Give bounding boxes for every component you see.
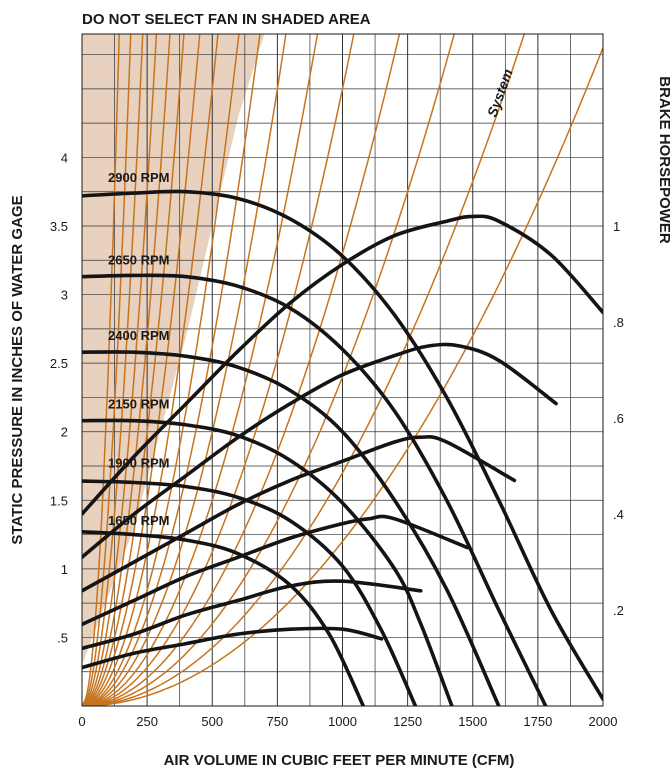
series-line [82,350,501,706]
y-tick-label: 4 [61,150,68,165]
y-tick-label: 1.5 [50,493,68,508]
rpm-labels: 2900 RPM 2650 RPM 2400 RPM 2150 RPM 1900 RPM… [108,170,169,528]
system-curve [82,34,287,706]
x-tick-label: 0 [78,714,85,729]
y-axis-title: STATIC PRESSURE IN INCHES OF WATER GAGE [9,195,26,544]
series-line [82,342,558,559]
series-line [82,626,384,670]
system-curve [82,34,158,706]
x-tick-label: 2000 [589,714,618,729]
series-line [82,435,517,593]
rpm-label: 2150 RPM [108,396,169,411]
system-curve [82,34,261,706]
x-tick-label: 1750 [523,714,552,729]
y2-tick-label: .4 [613,507,624,522]
y-tick-label: 2 [61,425,68,440]
system-curve [82,34,355,706]
system-curve [82,34,144,706]
system-curve [82,34,185,706]
y2-tick-label: .8 [613,315,624,330]
plot-frame [81,33,604,707]
rpm-label: 2400 RPM [108,328,169,343]
series-line [82,530,366,706]
y-tick-label: 1 [61,562,68,577]
rpm-label: 2650 RPM [108,252,169,267]
system-curve [82,34,455,706]
y-tick-label: .5 [57,630,68,645]
x-tick-label: 1000 [328,714,357,729]
series-line [82,579,423,651]
y2-tick-label: 1 [613,219,620,234]
system-curve [82,34,401,706]
system-curve [82,47,603,706]
tick-labels: 0 250 500 750 1000 1250 1500 1750 2000 .5 1 1.5 2 2.5… [50,150,624,729]
x-tick-label: 500 [201,714,223,729]
series-line [82,189,603,701]
x-tick-label: 1500 [458,714,487,729]
x-tick-label: 750 [267,714,289,729]
rpm-label: 1650 RPM [108,513,169,528]
y-tick-label: 3 [61,288,68,303]
series-line [82,514,470,627]
y2-tick-label: .2 [613,603,624,618]
system-curves [82,34,603,706]
x-tick-label: 250 [136,714,158,729]
system-curve [82,34,132,706]
series-line [82,418,454,706]
chart-title: DO NOT SELECT FAN IN SHADED AREA [82,11,371,28]
x-tick-label: 1250 [393,714,422,729]
y2-axis-title: BRAKE HORSEPOWER [656,76,671,244]
x-axis-title: AIR VOLUME IN CUBIC FEET PER MINUTE (CFM… [164,752,515,769]
system-curve [82,34,201,706]
fan-curves [82,189,603,706]
system-label: System [484,67,516,119]
series-line [82,214,603,516]
rpm-label: 1900 RPM [108,455,169,470]
system-curve [82,34,171,706]
system-curve [82,34,526,706]
series-line [82,479,418,706]
rpm-label: 2900 RPM [108,170,169,185]
y-tick-label: 2.5 [50,356,68,371]
series-line [82,273,548,706]
system-curve [82,34,319,706]
y2-tick-label: .6 [613,411,624,426]
system-curve [82,34,219,706]
system-curve [82,34,240,706]
y-tick-label: 3.5 [50,219,68,234]
